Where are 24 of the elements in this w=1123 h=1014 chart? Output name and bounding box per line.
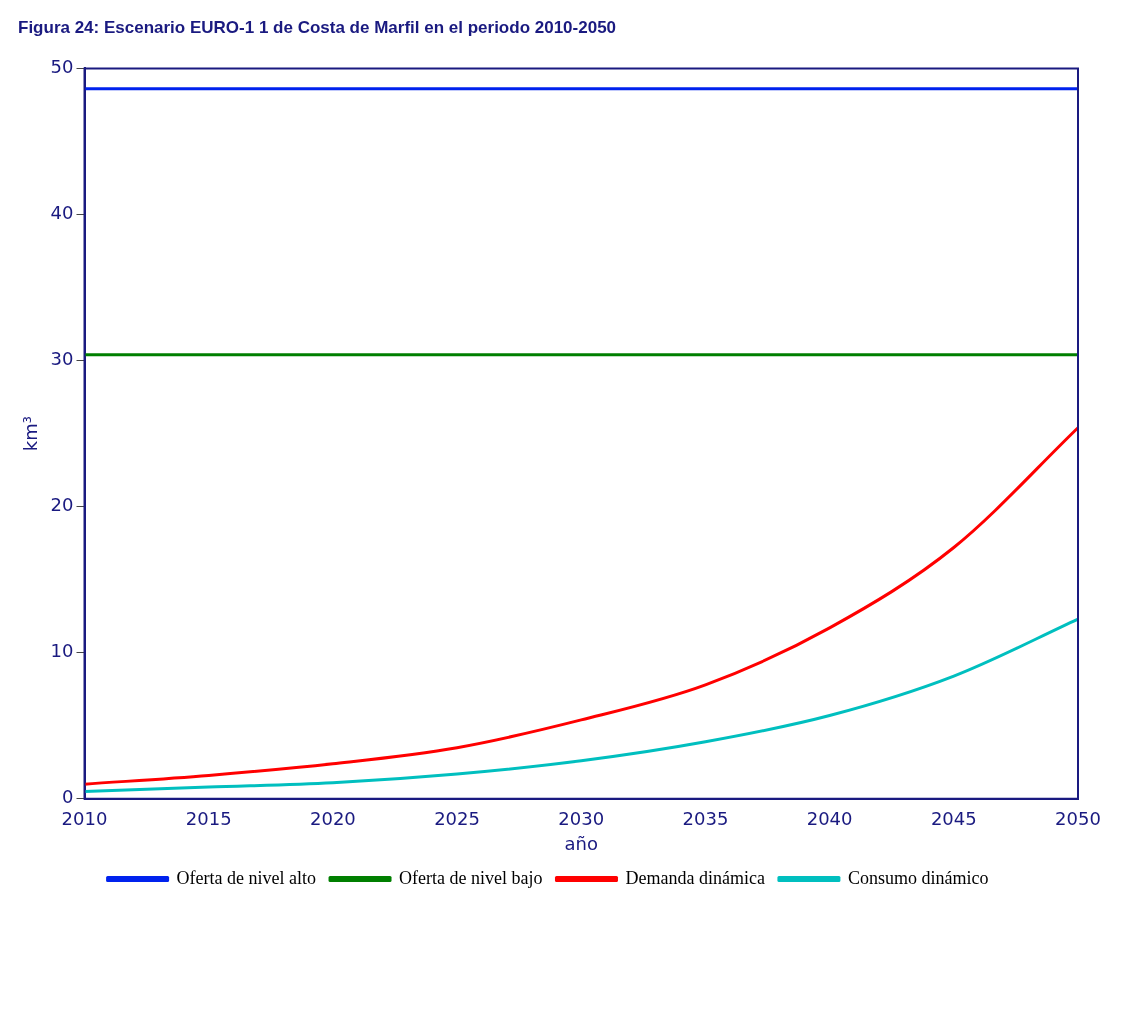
x-tick-label: 2040	[806, 808, 853, 830]
legend-label: Oferta de nivel alto	[176, 867, 317, 888]
y-tick-label: 20	[50, 494, 74, 516]
y-tick-label: 0	[62, 786, 74, 808]
x-tick-label: 2050	[1055, 808, 1101, 830]
x-tick-label: 2045	[930, 808, 977, 830]
line-series	[83, 617, 1080, 793]
x-tick-label: 2030	[558, 808, 605, 830]
y-tick-label: 50	[50, 56, 74, 78]
y-tick-label: 40	[50, 202, 74, 224]
y-tick-label: 10	[50, 640, 74, 662]
x-tick-label: 2020	[309, 808, 356, 830]
y-tick-label: 30	[50, 348, 74, 370]
chart-title: Figura 24: Escenario EURO-1 1 de Costa de Marfil en el periodo 2010-2050	[18, 17, 617, 37]
line-series	[83, 426, 1080, 786]
legend-label: Oferta de nivel bajo	[399, 867, 543, 888]
x-tick-label: 2035	[682, 808, 729, 830]
y-axis-title: km³	[20, 416, 42, 452]
x-tick-label: 2015	[185, 808, 232, 830]
x-tick-label: 2025	[434, 808, 480, 830]
legend-label: Demanda dinámica	[625, 867, 765, 888]
legend-label: Consumo dinámico	[847, 867, 989, 888]
x-axis-title: año	[564, 832, 598, 854]
x-tick-label: 2010	[61, 808, 108, 830]
